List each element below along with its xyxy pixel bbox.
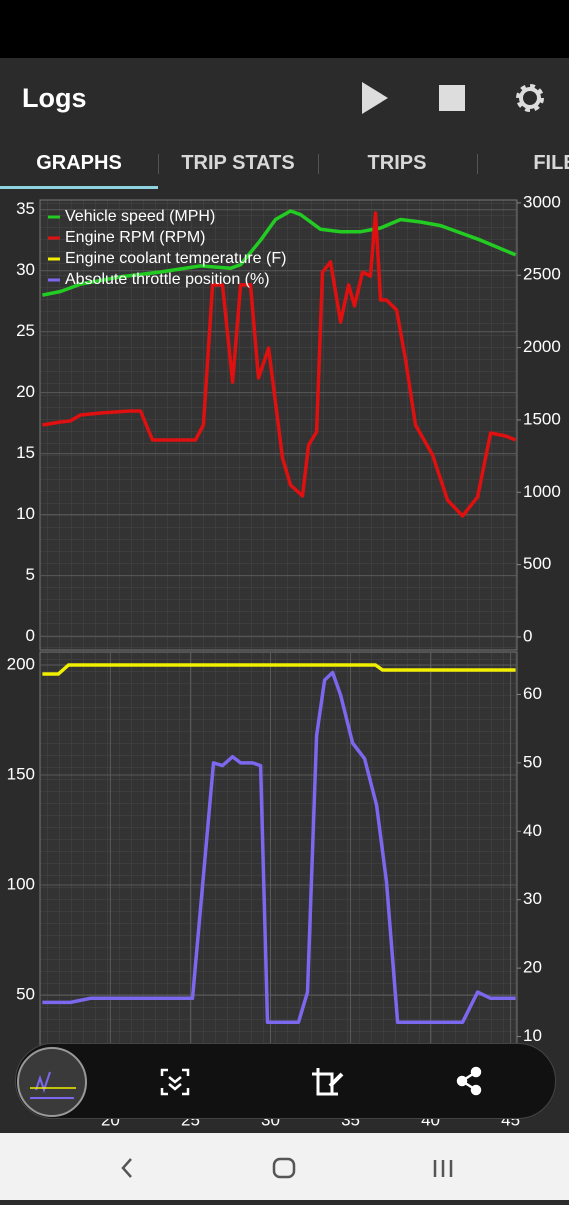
- y2-tick-label: 60: [523, 684, 542, 703]
- y2-tick-label: 500: [523, 554, 551, 573]
- legend-label: Vehicle speed (MPH): [65, 208, 215, 225]
- home-button[interactable]: [272, 1157, 296, 1179]
- navigation-bar: [0, 1133, 569, 1200]
- y-tick-label: 50: [16, 984, 35, 1003]
- legend-label: Absolute throttle position (%): [65, 271, 270, 288]
- y2-tick-label: 10: [523, 1026, 542, 1045]
- y-tick-label: 30: [16, 260, 35, 279]
- share-button[interactable]: [456, 1066, 482, 1096]
- play-button[interactable]: [362, 82, 388, 114]
- y2-tick-label: 1500: [523, 409, 561, 428]
- tab-separator: [318, 154, 319, 174]
- thumbnail-detail: [30, 1071, 74, 1099]
- y-tick-label: 200: [7, 654, 35, 673]
- y-tick-label: 25: [16, 321, 35, 340]
- tab-bar: GRAPHS TRIP STATS TRIPS FILE: [0, 134, 569, 190]
- y2-tick-label: 0: [523, 626, 532, 645]
- y-tick-label: 20: [16, 382, 35, 401]
- screenshot-toolbar: [15, 1043, 556, 1119]
- y2-tick-label: 1000: [523, 482, 561, 501]
- y-tick-label: 100: [7, 874, 35, 893]
- tab[interactable]: TRIPS: [367, 152, 427, 174]
- app-bar: Logs: [0, 58, 569, 134]
- y2-tick-label: 3000: [523, 192, 561, 211]
- minor-grid: [40, 652, 517, 1105]
- stop-button[interactable]: [439, 85, 465, 111]
- nav-icons: [121, 1157, 453, 1179]
- y-tick-label: 15: [16, 443, 35, 462]
- app-title: Logs: [22, 83, 87, 113]
- y2-tick-label: 2000: [523, 337, 561, 356]
- tab-separator: [477, 154, 478, 174]
- recents-button[interactable]: [433, 1160, 453, 1177]
- y-tick-label: 10: [16, 504, 35, 523]
- back-button[interactable]: [121, 1158, 132, 1178]
- data-line: [42, 670, 516, 1024]
- toolbar-icons: [17, 1047, 482, 1117]
- tab[interactable]: GRAPHS: [36, 152, 122, 174]
- y-tick-label: 0: [26, 626, 35, 645]
- plot-frame: [39, 199, 518, 651]
- status-bar: [0, 0, 569, 58]
- crop-edit-button[interactable]: [312, 1068, 344, 1096]
- tab-separator: [158, 154, 159, 174]
- data-line: [42, 663, 516, 676]
- tab[interactable]: TRIP STATS: [181, 152, 295, 174]
- y2-tick-label: 50: [523, 752, 542, 771]
- data-line: [42, 209, 517, 297]
- data-line: [42, 211, 517, 518]
- y2-tick-label: 2500: [523, 265, 561, 284]
- tab[interactable]: FILE: [533, 152, 569, 174]
- settings-button[interactable]: [516, 84, 544, 112]
- y2-tick-label: 40: [523, 821, 542, 840]
- legend-label: Engine RPM (RPM): [65, 229, 205, 246]
- scroll-capture-button[interactable]: [160, 1068, 190, 1096]
- toolbar-icons: [362, 82, 544, 114]
- y2-tick-label: 30: [523, 889, 542, 908]
- thumbnail[interactable]: [17, 1047, 87, 1117]
- y2-tick-label: 20: [523, 958, 542, 977]
- y-tick-label: 35: [16, 199, 35, 218]
- y-tick-label: 150: [7, 764, 35, 783]
- y-tick-label: 5: [26, 565, 35, 584]
- legend-label: Engine coolant temperature (F): [65, 250, 286, 267]
- tab-indicator: [0, 186, 158, 189]
- charts: 0 5 10 15 20 25 30 35 0 500 1000 1500 2000 2500 3000 50…: [7, 192, 561, 1129]
